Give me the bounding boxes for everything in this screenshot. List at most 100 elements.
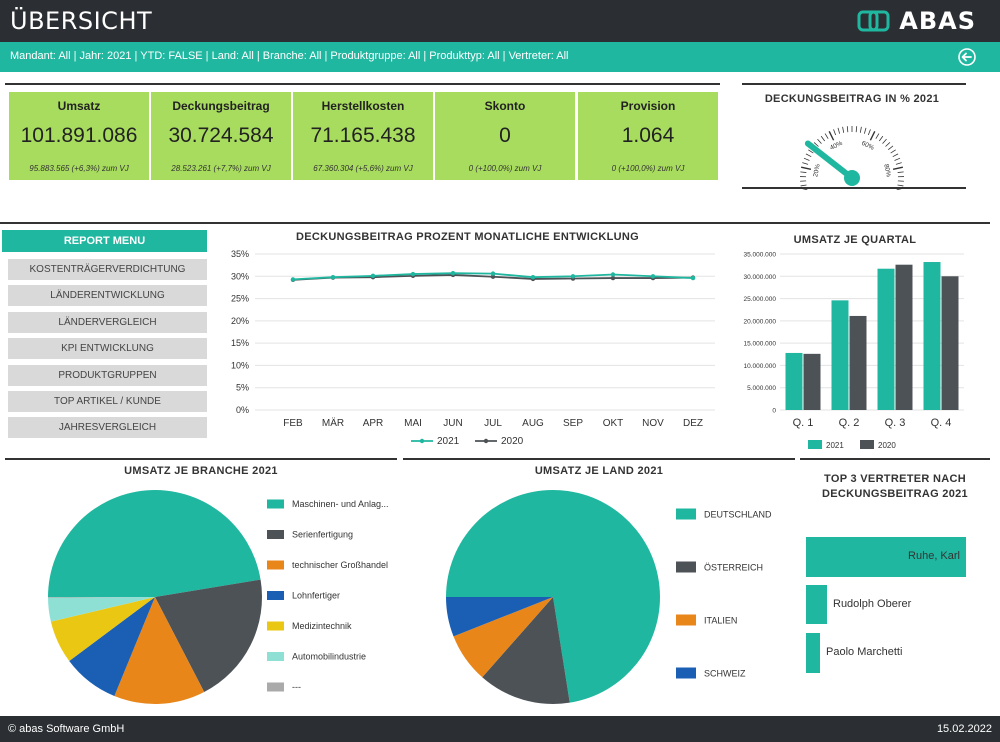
logo-text: ABAS [899, 7, 976, 35]
legend-swatch [267, 560, 284, 570]
legend-label: Serienfertigung [292, 529, 353, 539]
divider [742, 187, 966, 189]
legend-label: technischer Großhandel [292, 560, 388, 570]
kpi-comparison: 95.883.565 (+6,3%) zum VJ [29, 164, 129, 173]
gauge-major-tick [828, 130, 835, 141]
bar-2020-2 [849, 315, 867, 410]
menu-item-jahresvergleich[interactable]: JAHRESVERGLEICH [8, 417, 207, 438]
y-tick-label: 15% [231, 338, 249, 348]
kpi-title: Provision [620, 99, 676, 113]
gauge-minor-tick [813, 142, 819, 147]
legend-label: Automobilindustrie [292, 651, 366, 661]
y-tick-label: 5% [236, 383, 249, 393]
x-tick-label: Q. 2 [839, 417, 860, 429]
legend-swatch [676, 667, 696, 679]
y-tick-label: 20% [231, 316, 249, 326]
legend-label: ITALIEN [704, 615, 737, 625]
gauge-minor-tick [808, 149, 814, 154]
y-tick-label: 20.000.000 [743, 318, 776, 325]
bar-2020-1 [803, 353, 821, 410]
menu-item-kostentraegerverdichtung[interactable]: KOSTENTRÄGERVERDICHTUNG [8, 259, 207, 280]
gauge-minor-tick [885, 142, 891, 147]
divider [403, 458, 795, 460]
pie-slice-1 [48, 490, 261, 597]
kpi-skonto: Skonto 0 0 (+100,0%) zum VJ [435, 92, 575, 180]
legend-label: SCHWEIZ [704, 668, 746, 678]
back-arrow-icon[interactable] [958, 48, 976, 66]
menu-item-top-artikel-kunde[interactable]: TOP ARTIKEL / KUNDE [8, 391, 207, 412]
kpi-provision: Provision 1.064 0 (+100,0%) zum VJ [578, 92, 718, 180]
abas-logo: ABAS [857, 7, 976, 35]
kpi-value: 1.064 [621, 124, 675, 147]
gauge-tick-label: 40% [829, 140, 844, 152]
pie-branche-title: UMSATZ JE BRANCHE 2021 [124, 465, 278, 477]
top3-name-1: Ruhe, Karl [908, 550, 960, 562]
menu-item-kpi-entwicklung[interactable]: KPI ENTWICKLUNG [8, 338, 207, 359]
y-tick-label: 35% [231, 249, 249, 259]
x-tick-label: AUG [522, 418, 544, 429]
legend-label: Medizintechnik [292, 621, 352, 631]
legend-swatch [267, 530, 284, 539]
y-tick-label: 10.000.000 [743, 363, 776, 370]
pie-land-title: UMSATZ JE LAND 2021 [534, 465, 664, 477]
bar-2021-4 [923, 262, 941, 410]
gauge-minor-tick [855, 126, 858, 133]
data-point-2021 [650, 274, 656, 279]
filter-bar: Mandant: All | Jahr: 2021 | YTD: FALSE |… [0, 42, 1000, 72]
y-tick-label: 0 [772, 408, 776, 415]
gauge-minor-tick [890, 149, 896, 154]
footer: © abas Software GmbH 15.02.2022 [0, 716, 1000, 742]
legend-swatch [676, 614, 696, 626]
bar-2021-3 [877, 268, 895, 410]
gauge-major-tick [869, 130, 876, 141]
x-tick-label: FEB [283, 418, 303, 429]
line-chart: 0% 5% 10% 15% 20% 25% 30% 35% FEB MÄR APR MAI JUN JUL… [231, 249, 715, 447]
legend-label: 2020 [878, 441, 896, 450]
pie-slice-3 [453, 597, 553, 678]
legend-swatch [676, 561, 696, 573]
data-point-2020 [490, 274, 496, 279]
kpi-value: 101.891.086 [20, 124, 138, 147]
y-tick-label: 30% [231, 271, 249, 281]
gauge-minor-tick [895, 162, 902, 165]
kpi-deckungsbeitrag: Deckungsbeitrag 30.724.584 28.523.261 (+… [151, 92, 291, 180]
gauge-tick-label: 20% [812, 163, 822, 177]
data-point-2021 [410, 271, 416, 277]
legend-swatch-2020 [860, 440, 874, 449]
menu-item-laendervergleich[interactable]: LÄNDERVERGLEICH [8, 312, 207, 333]
top3-bar-2 [806, 585, 827, 624]
pie-slice-4 [69, 597, 155, 696]
abas-logo-icon [857, 10, 890, 32]
menu-item-produktgruppen[interactable]: PRODUKTGRUPPEN [8, 365, 207, 386]
kpi-comparison: 0 (+100,0%) zum VJ [611, 164, 685, 173]
data-point-2021 [490, 271, 496, 276]
report-menu-header: REPORT MENU [2, 230, 207, 252]
gauge-minor-tick [802, 162, 809, 165]
filter-summary: Mandant: All | Jahr: 2021 | YTD: FALSE |… [10, 50, 569, 62]
kpi-herstellkosten: Herstellkosten 71.165.438 67.360.304 (+5… [293, 92, 433, 180]
data-point-2021 [690, 275, 696, 281]
gauge-minor-tick [817, 138, 822, 144]
legend-swatch [267, 499, 284, 509]
divider [5, 83, 720, 85]
bar-2020-3 [895, 264, 913, 410]
gauge-minor-tick [833, 129, 837, 136]
x-tick-label: NOV [642, 418, 664, 429]
gauge-minor-tick [892, 153, 899, 158]
x-tick-label: DEZ [683, 418, 703, 429]
gauge-hub [844, 170, 860, 186]
y-tick-label: 0% [236, 405, 249, 415]
menu-item-laenderentwicklung[interactable]: LÄNDERENTWICKLUNG [8, 285, 207, 306]
x-tick-label: MAI [404, 418, 422, 429]
x-tick-label: OKT [603, 418, 624, 429]
gauge-minor-tick [800, 184, 807, 187]
pie-slice-4 [446, 597, 553, 637]
kpi-comparison: 67.360.304 (+5,6%) zum VJ [313, 164, 413, 173]
gauge-minor-tick [824, 133, 829, 139]
y-tick-label: 35.000.000 [743, 252, 776, 259]
bar-chart: 0 5.000.000 10.000.000 15.000.000 20.000.000… [743, 252, 964, 450]
legend-label: DEUTSCHLAND [704, 509, 772, 519]
kpi-value: 30.724.584 [168, 124, 274, 147]
bar-2020-4 [941, 276, 959, 410]
legend-label: ÖSTERREICH [704, 562, 763, 572]
